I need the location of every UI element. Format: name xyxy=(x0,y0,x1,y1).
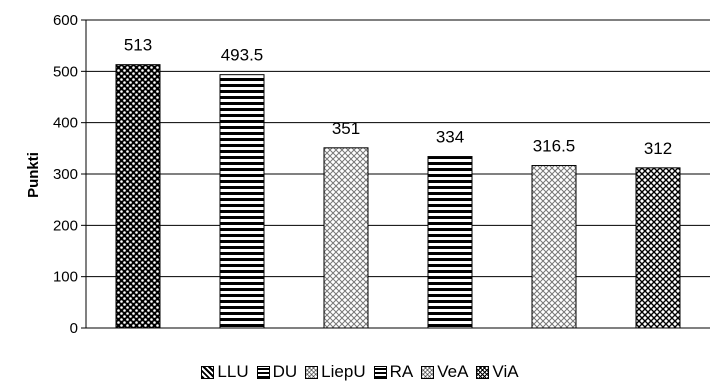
bar-vea xyxy=(531,165,577,329)
gridlines xyxy=(86,19,710,278)
y-tick-label: 400 xyxy=(53,115,78,132)
legend-label: LiepU xyxy=(321,362,366,381)
y-tick-label: 600 xyxy=(53,12,78,29)
y-tick-label: 100 xyxy=(53,269,78,286)
legend-swatch xyxy=(373,365,387,379)
legend-swatch xyxy=(305,365,319,379)
axes: 0 100 200 300 400 500 600 xyxy=(53,12,710,337)
legend: LLU DU LiepU RA VeA ViA xyxy=(0,362,720,384)
bar-liepu xyxy=(323,147,369,329)
data-label-du: 493.5 xyxy=(221,46,264,65)
y-tick-label: 300 xyxy=(53,166,78,183)
legend-swatch xyxy=(201,365,215,379)
legend-label: VeA xyxy=(437,362,469,381)
y-tick-label: 0 xyxy=(70,320,78,337)
bar-du xyxy=(219,74,265,329)
data-label-via: 312 xyxy=(644,139,672,158)
legend-label: LLU xyxy=(217,362,249,381)
legend-label: ViA xyxy=(492,362,519,381)
bar-llu xyxy=(115,64,161,329)
data-label-ra: 334 xyxy=(436,128,464,147)
legend-item-vea: VeA xyxy=(421,362,468,382)
legend-label: DU xyxy=(272,362,298,381)
legend-swatch xyxy=(476,365,490,379)
data-label-liepu: 351 xyxy=(332,119,360,138)
legend-item-liepu: LiepU xyxy=(305,362,366,382)
bar-via xyxy=(635,167,681,329)
legend-swatch xyxy=(421,365,435,379)
data-label-vea: 316.5 xyxy=(533,137,576,156)
legend-label: RA xyxy=(389,362,414,381)
y-tick-label: 500 xyxy=(53,63,78,80)
data-labels: 513 493.5 351 334 316.5 312 xyxy=(124,36,672,158)
legend-item-ra: RA xyxy=(373,362,414,382)
legend-swatch xyxy=(256,365,270,379)
y-tick-label: 200 xyxy=(53,217,78,234)
legend-item-du: DU xyxy=(256,362,298,382)
legend-item-llu: LLU xyxy=(201,362,249,382)
bar-ra xyxy=(427,156,473,329)
legend-item-via: ViA xyxy=(476,362,519,382)
y-axis-title: Punkti xyxy=(25,152,42,198)
bars xyxy=(115,64,681,329)
data-label-llu: 513 xyxy=(124,36,152,55)
